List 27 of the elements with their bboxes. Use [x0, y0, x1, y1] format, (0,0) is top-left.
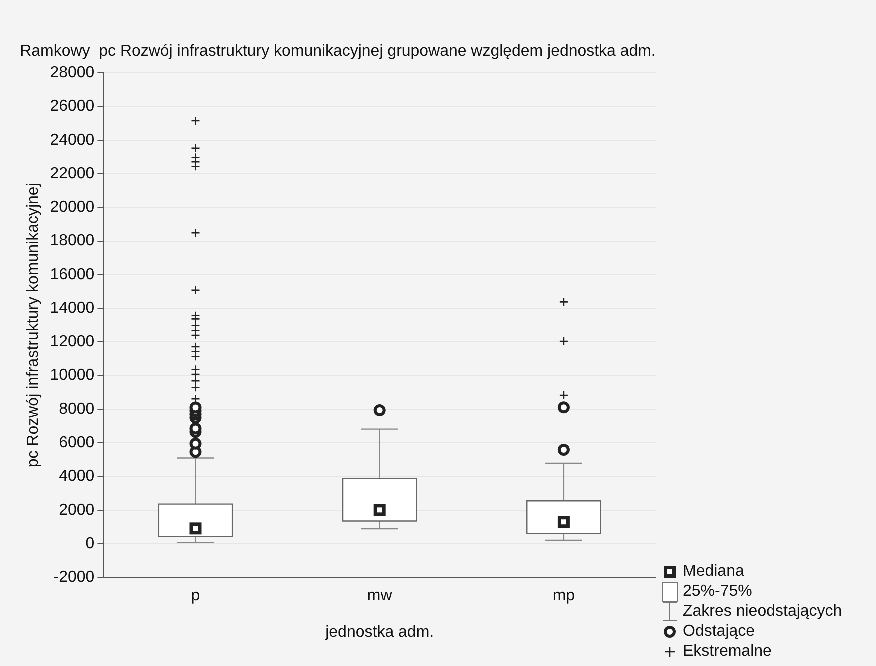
y-tick-label: 16000 [50, 266, 95, 284]
y-tick-label: -2000 [54, 569, 95, 586]
y-tick-label: 8000 [59, 400, 95, 418]
text: Zakres nieodstających [683, 603, 842, 621]
y-tick-label: 22000 [50, 165, 95, 182]
y-axis-title: pc Rozwój infrastruktury komunikacyjnej [25, 183, 42, 468]
y-tick-label: 14000 [50, 300, 95, 317]
y-tick-label: 24000 [50, 132, 95, 149]
x-tick-label: mw [367, 588, 393, 605]
text: Odstające [683, 623, 756, 641]
x-tick-label: p [191, 588, 200, 605]
x-axis-title: jednostka adm. [324, 624, 434, 641]
y-tick-label: 18000 [50, 232, 95, 250]
chart-title: Ramkowy pc Rozwój infrastruktury komunikacyjnej grupowane względem jednostka adm. [20, 43, 656, 60]
y-tick-label: 4000 [59, 468, 95, 486]
legend-label: Ekstremalne [683, 643, 772, 661]
text: Mediana [683, 563, 744, 581]
y-tick-label: 10000 [50, 367, 95, 384]
x-tick-label: mp [552, 588, 576, 605]
y-tick-label: 2000 [59, 502, 95, 519]
y-tick-label: 26000 [50, 98, 95, 116]
y-tick-label: 20000 [50, 199, 95, 216]
y-tick-label: 6000 [59, 434, 95, 452]
y-tick-label: 28000 [50, 64, 95, 82]
y-tick-label: 0 [86, 535, 95, 552]
y-tick-label: 12000 [50, 334, 95, 351]
text: 25%-75% [683, 583, 752, 601]
